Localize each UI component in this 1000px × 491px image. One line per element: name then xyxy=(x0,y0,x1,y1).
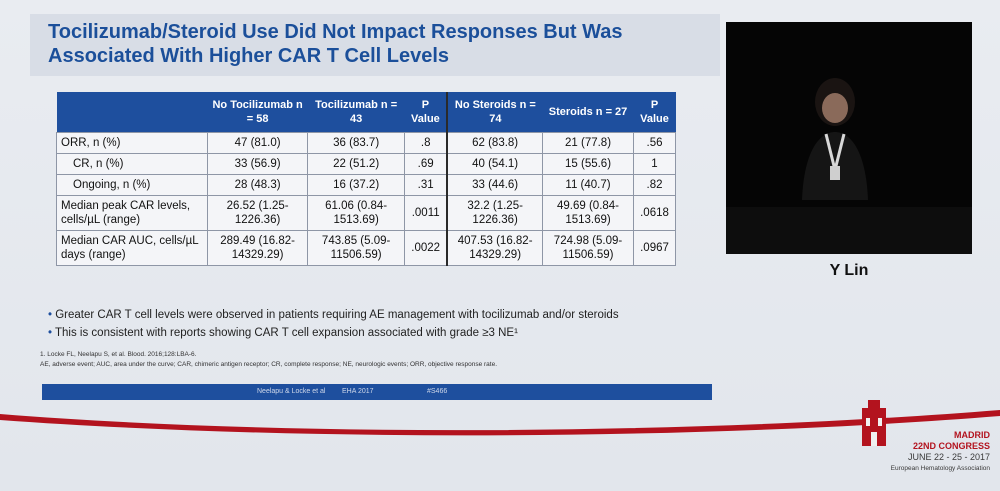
table-cell: 49.69 (0.84-1513.69) xyxy=(542,195,635,231)
row-label: Ongoing, n (%) xyxy=(56,174,208,196)
table-cell: 36 (83.7) xyxy=(307,132,406,154)
row-label: ORR, n (%) xyxy=(56,132,208,154)
title-band xyxy=(30,14,720,76)
congress-branding: MADRID 22ND CONGRESS JUNE 22 - 25 - 2017… xyxy=(870,430,990,474)
table-cell: .56 xyxy=(633,132,676,154)
bullet-item: Greater CAR T cell levels were observed … xyxy=(48,306,618,324)
footer-abstract: #S466 xyxy=(427,388,448,395)
table-header-cell: No Steroids n = 74 xyxy=(446,92,543,133)
table-cell: 33 (56.9) xyxy=(206,153,309,175)
table-cell: .0011 xyxy=(404,195,448,231)
footer-event: EHA 2017 xyxy=(342,388,374,395)
table-header-cell: P Value xyxy=(404,92,448,133)
footnote-reference: 1. Locke FL, Neelapu S, et al. Blood. 20… xyxy=(40,351,197,358)
table-cell: 26.52 (1.25-1226.36) xyxy=(206,195,309,231)
table-cell: 11 (40.7) xyxy=(542,174,635,196)
footer-authors: Neelapu & Locke et al xyxy=(257,388,326,395)
table-cell: .69 xyxy=(404,153,448,175)
bullet-item: This is consistent with reports showing … xyxy=(48,324,619,342)
table-cell: .0618 xyxy=(633,195,676,231)
table-cell: 1 xyxy=(633,153,676,175)
podium xyxy=(726,207,972,254)
table-cell: 407.53 (16.82-14329.29) xyxy=(446,230,544,266)
congress-city: MADRID xyxy=(954,430,990,440)
table-header-cell: P Value xyxy=(633,92,676,133)
table-cell: .0022 xyxy=(404,230,448,266)
results-table: No Tocilizumab n = 58 Tocilizumab n = 43… xyxy=(56,92,676,266)
footnotes: 1. Locke FL, Neelapu S, et al. Blood. 20… xyxy=(40,350,497,370)
table-cell: 743.85 (5.09-11506.59) xyxy=(307,230,406,266)
congress-organization: European Hematology Association xyxy=(890,465,990,472)
row-label: Median CAR AUC, cells/µL days (range) xyxy=(56,230,208,266)
speaker-name: Y Lin xyxy=(829,262,869,279)
table-header-cell: Tocilizumab n = 43 xyxy=(307,92,405,133)
red-swoosh xyxy=(0,410,1000,436)
table-header-cell xyxy=(56,92,208,133)
congress-logo xyxy=(862,400,886,446)
congress-dates: JUNE 22 - 25 - 2017 xyxy=(907,452,990,462)
table-cell: 61.06 (0.84-1513.69) xyxy=(307,195,406,231)
table-cell: 28 (48.3) xyxy=(206,174,309,196)
table-cell: 40 (54.1) xyxy=(446,153,544,175)
row-label: CR, n (%) xyxy=(56,153,208,175)
table-row: Median CAR AUC, cells/µL days (range) 28… xyxy=(56,230,676,266)
slide-footer-bar: Neelapu & Locke et al EHA 2017 #S466 xyxy=(42,384,712,400)
table-header-cell: Steroids n = 27 xyxy=(542,92,634,133)
table-cell: 62 (83.8) xyxy=(446,132,544,154)
table-cell: .31 xyxy=(404,174,448,196)
table-header-row: No Tocilizumab n = 58 Tocilizumab n = 43… xyxy=(56,92,676,133)
table-cell: .8 xyxy=(404,132,448,154)
table-cell: .0967 xyxy=(633,230,676,266)
table-header-cell: No Tocilizumab n = 58 xyxy=(207,92,308,133)
bullet-list: Greater CAR T cell levels were observed … xyxy=(48,306,619,342)
slide-title: Tocilizumab/Steroid Use Did Not Impact R… xyxy=(48,21,623,67)
footnote-abbreviations: AE, adverse event; AUC, area under the c… xyxy=(40,361,498,368)
table-row: Ongoing, n (%) 28 (48.3) 16 (37.2) .31 3… xyxy=(56,174,676,196)
table-row: ORR, n (%) 47 (81.0) 36 (83.7) .8 62 (83… xyxy=(56,132,676,154)
table-cell: 33 (44.6) xyxy=(446,174,544,196)
speaker-video-feed xyxy=(726,22,972,254)
speaker-figure xyxy=(802,78,868,200)
table-cell: 16 (37.2) xyxy=(307,174,406,196)
table-cell: 47 (81.0) xyxy=(206,132,309,154)
table-cell: .82 xyxy=(633,174,676,196)
table-cell: 15 (55.6) xyxy=(542,153,635,175)
congress-name: 22ND CONGRESS xyxy=(912,441,990,451)
table-cell: 21 (77.8) xyxy=(542,132,635,154)
table-cell: 22 (51.2) xyxy=(307,153,406,175)
row-label: Median peak CAR levels, cells/µL (range) xyxy=(56,195,208,231)
table-cell: 289.49 (16.82-14329.29) xyxy=(206,230,309,266)
table-cell: 724.98 (5.09-11506.59) xyxy=(542,230,635,266)
table-row: CR, n (%) 33 (56.9) 22 (51.2) .69 40 (54… xyxy=(56,153,676,175)
table-row: Median peak CAR levels, cells/µL (range)… xyxy=(56,195,676,231)
table-cell: 32.2 (1.25-1226.36) xyxy=(446,195,544,231)
